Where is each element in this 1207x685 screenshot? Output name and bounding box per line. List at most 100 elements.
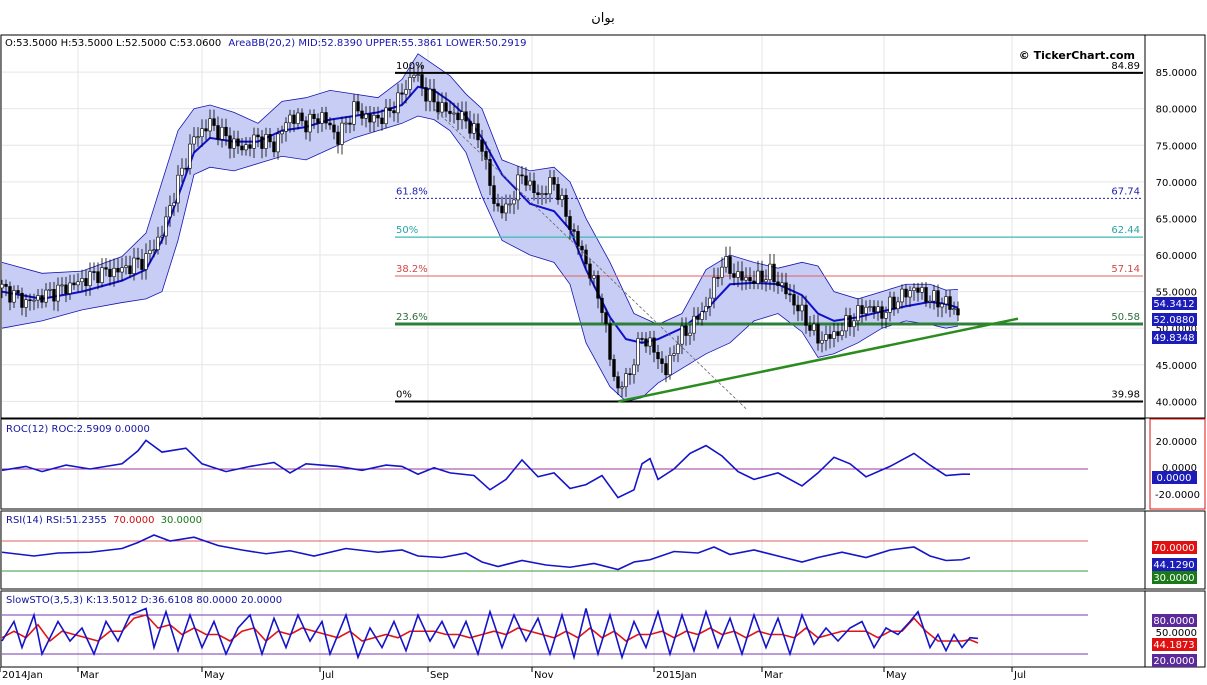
- candle-body: [756, 270, 760, 284]
- time-tick-label: Jul: [321, 670, 334, 681]
- candle-body: [504, 203, 508, 214]
- candle-body: [896, 301, 900, 310]
- candle-body: [372, 114, 376, 123]
- candle-body: [216, 125, 220, 140]
- candle-body: [188, 143, 192, 169]
- candle-body: [604, 312, 608, 325]
- candle-body: [548, 177, 552, 195]
- candle-body: [544, 193, 548, 195]
- candle-body: [464, 111, 468, 122]
- candle-body: [80, 278, 84, 283]
- candle-body: [552, 177, 556, 185]
- candle-body: [132, 257, 136, 274]
- candle-body: [472, 123, 476, 134]
- candle-body: [696, 315, 700, 320]
- upper-band-value: 54.3412: [1153, 299, 1194, 310]
- candle-body: [88, 271, 92, 287]
- candle-body: [660, 358, 664, 364]
- candle-body: [332, 124, 336, 133]
- candle-body: [736, 271, 740, 278]
- bollinger-bands: [1, 53, 959, 402]
- rsi-header: RSI(14) RSI:51.2355 70.0000 30.0000: [6, 515, 202, 526]
- candle-body: [0, 283, 4, 289]
- price-tick-label: 50.0000: [1156, 324, 1197, 335]
- candle-body: [240, 145, 244, 151]
- candle-body: [4, 283, 8, 287]
- candle-body: [732, 273, 736, 278]
- stoch-80-value: 80.0000: [1153, 616, 1194, 627]
- candle-body: [596, 275, 600, 299]
- candle-body: [308, 113, 312, 133]
- candle-body: [124, 265, 128, 268]
- candle-body: [632, 364, 636, 375]
- candle-body: [640, 338, 644, 340]
- candle-body: [140, 258, 144, 270]
- candle-body: [328, 122, 332, 126]
- watermark: © TickerChart.com: [1019, 49, 1135, 62]
- time-tick-label: 2015Jan: [656, 670, 697, 681]
- candle-body: [452, 112, 456, 115]
- candle-body: [284, 122, 288, 132]
- candle-body: [232, 138, 236, 149]
- bb-lower-line: [1, 115, 959, 402]
- candle-body: [560, 194, 564, 200]
- candle-body: [664, 363, 668, 376]
- candle-body: [592, 275, 596, 279]
- candle-body: [344, 122, 348, 125]
- price-tick-label: 70.0000: [1156, 178, 1197, 189]
- candle-body: [684, 325, 688, 336]
- candle-body: [24, 299, 28, 308]
- candle-body: [380, 117, 384, 125]
- rsi-lines: [1, 534, 1088, 572]
- candle-body: [268, 134, 272, 143]
- stoch-20-box: [1152, 654, 1197, 667]
- candle-body: [100, 267, 104, 283]
- candle-body: [440, 102, 444, 113]
- price-axis-frame: [1144, 34, 1206, 419]
- candle-body: [280, 131, 284, 135]
- candle-body: [212, 118, 216, 126]
- price-axis: 85.0000 80.0000 75.0000 70.0000 65.0000 60.00…: [1156, 68, 1197, 408]
- candle-body: [40, 295, 44, 303]
- candle-body: [824, 334, 828, 341]
- candle-body: [96, 271, 100, 283]
- candle-body: [176, 174, 180, 204]
- candle-body: [184, 167, 188, 170]
- candle-body: [920, 287, 924, 293]
- candle-body: [448, 110, 452, 114]
- candle-body: [300, 112, 304, 122]
- candle-body: [728, 256, 732, 274]
- candle-body: [916, 287, 920, 293]
- close-value: 52.0880: [1153, 315, 1194, 326]
- fib-label-50: 50%: [396, 225, 418, 236]
- price-tick-label: 55.0000: [1156, 288, 1197, 299]
- candle-body: [784, 282, 788, 295]
- dashed-trendline: [433, 108, 747, 409]
- candle-body: [168, 205, 172, 218]
- candle-body: [252, 134, 256, 149]
- candle-body: [944, 296, 948, 305]
- rsi-current-box: [1152, 558, 1197, 571]
- candle-body: [572, 229, 576, 232]
- upper-band-box: [1152, 297, 1197, 310]
- stoch-d-value: 44.1873: [1153, 640, 1194, 651]
- candle-body: [876, 306, 880, 313]
- price-tick-label: 85.0000: [1156, 68, 1197, 79]
- candle-body: [324, 112, 328, 124]
- candle-body: [248, 144, 252, 149]
- candle-body: [888, 296, 892, 313]
- candle-body: [568, 216, 572, 230]
- candle-body: [772, 263, 776, 283]
- candle-body: [312, 113, 316, 119]
- candle-body: [852, 320, 856, 328]
- candle-body: [900, 288, 904, 303]
- lower-band-value: 49.8348: [1153, 333, 1194, 344]
- ohlc-readout: O:53.5000 H:53.5000 L:52.5000 C:53.0600 …: [5, 38, 526, 49]
- fib-label-618: 61.8%: [396, 186, 428, 197]
- candle-body: [172, 202, 176, 206]
- rsi-current-value: 44.1290: [1153, 560, 1194, 571]
- time-tick-label: May: [886, 670, 907, 681]
- price-tick-label: 60.0000: [1156, 251, 1197, 262]
- candle-body: [152, 249, 156, 252]
